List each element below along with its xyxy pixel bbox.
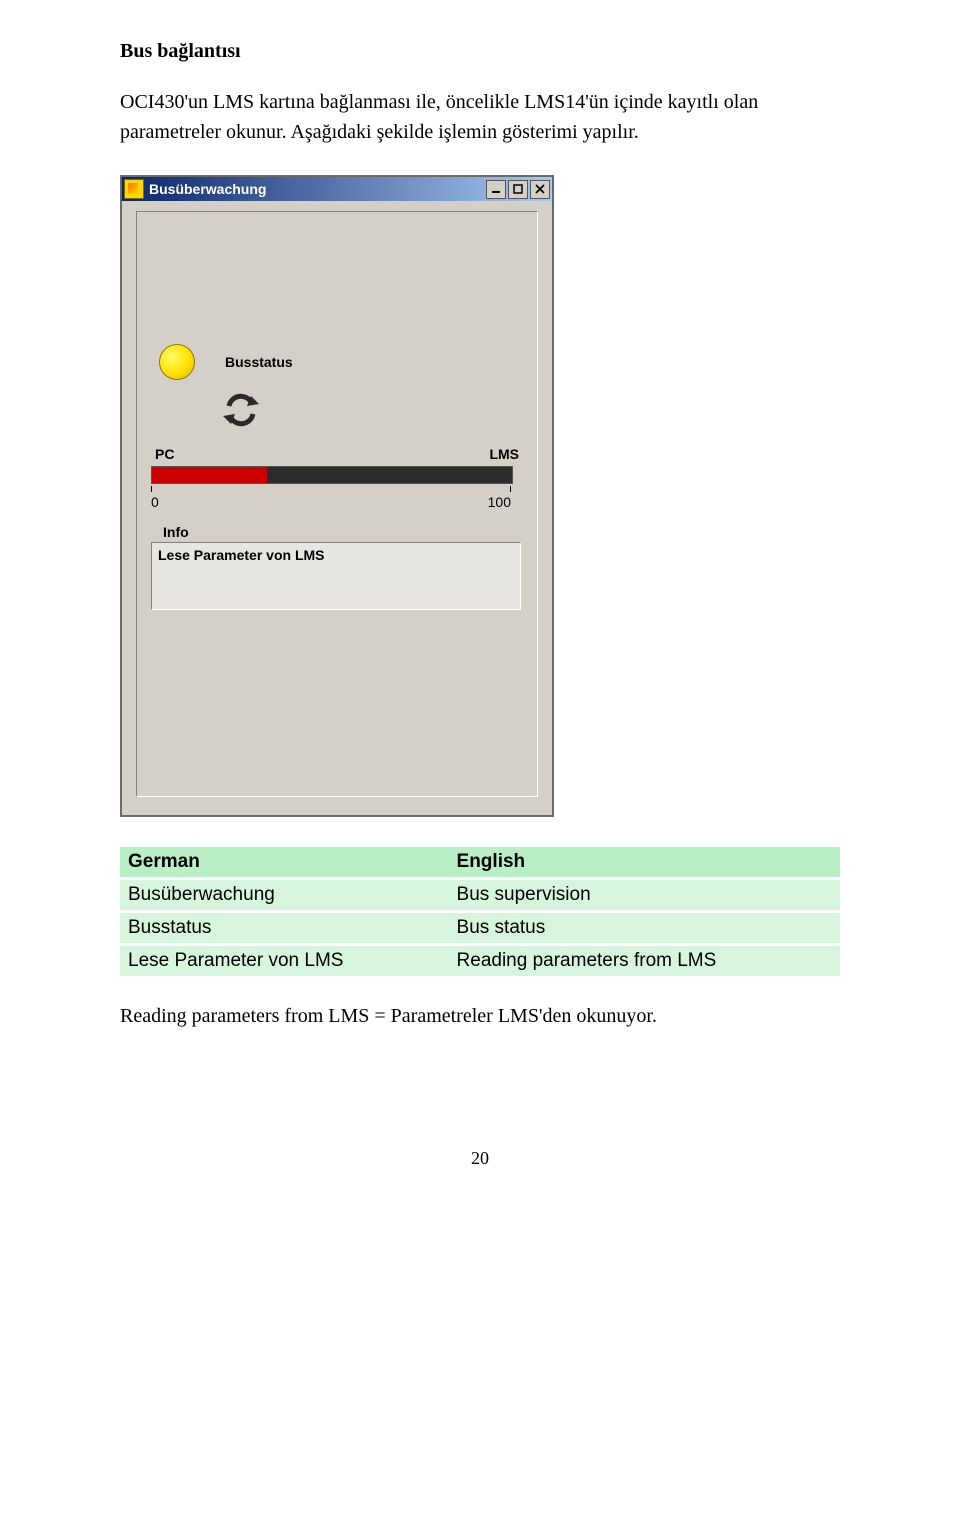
table-row: Busüberwachung Bus supervision: [120, 879, 840, 912]
titlebar: Busüberwachung: [122, 177, 552, 201]
bus-monitor-window: Busüberwachung Busstatus: [120, 175, 554, 817]
progress-fill: [152, 467, 267, 483]
close-icon: [535, 184, 545, 194]
app-icon: [124, 179, 144, 199]
scale-tick-min: [151, 486, 152, 494]
cell-en: Reading parameters from LMS: [449, 945, 840, 978]
status-panel: Busstatus PC LMS: [136, 211, 538, 797]
minimize-button[interactable]: [486, 180, 506, 199]
scale-min: 0: [151, 494, 159, 510]
section-heading: Bus bağlantısı: [120, 40, 840, 63]
col-english-header: English: [449, 847, 840, 879]
table-row: Lese Parameter von LMS Reading parameter…: [120, 945, 840, 978]
pc-label: PC: [155, 446, 174, 462]
refresh-icon: [191, 392, 291, 428]
close-button[interactable]: [530, 180, 550, 199]
cell-en: Bus supervision: [449, 879, 840, 912]
maximize-button[interactable]: [508, 180, 528, 199]
maximize-icon: [513, 184, 523, 194]
translation-table: German English Busüberwachung Bus superv…: [120, 847, 840, 979]
scale-max: 100: [488, 494, 511, 510]
progress-bar: [151, 466, 513, 484]
bus-status-led: [159, 344, 195, 380]
lms-label: LMS: [489, 446, 519, 462]
intro-paragraph: OCI430'un LMS kartına bağlanması ile, ön…: [120, 87, 840, 147]
cell-en: Bus status: [449, 912, 840, 945]
cell-de: Lese Parameter von LMS: [120, 945, 449, 978]
info-box: Lese Parameter von LMS: [151, 542, 521, 610]
bus-status-label: Busstatus: [225, 354, 293, 370]
col-german-header: German: [120, 847, 449, 879]
info-label: Info: [163, 524, 523, 540]
table-header-row: German English: [120, 847, 840, 879]
cell-de: Busstatus: [120, 912, 449, 945]
scale-tick-max: [510, 486, 511, 494]
page-number: 20: [120, 1148, 840, 1169]
footer-line: Reading parameters from LMS = Parametrel…: [120, 1005, 840, 1028]
table-row: Busstatus Bus status: [120, 912, 840, 945]
cell-de: Busüberwachung: [120, 879, 449, 912]
window-title: Busüberwachung: [149, 181, 486, 197]
minimize-icon: [491, 184, 501, 194]
